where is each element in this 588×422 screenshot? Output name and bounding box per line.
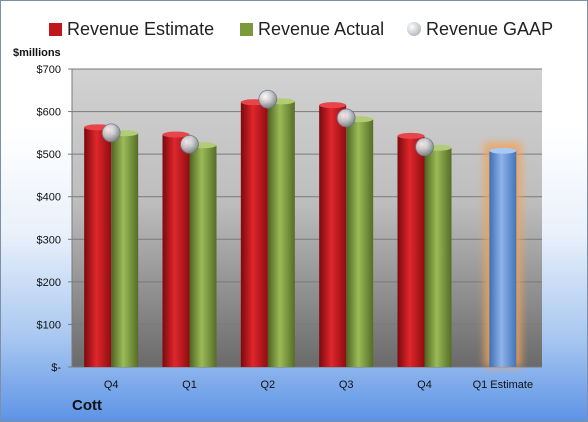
legend-label-actual: Revenue Actual <box>258 18 385 39</box>
plot-area <box>72 69 542 367</box>
y-tick-label: $400 <box>37 192 61 204</box>
bar-revenue-estimate <box>397 135 425 367</box>
bars <box>84 89 522 368</box>
legend: Revenue Estimate Revenue Actual Revenue … <box>49 16 569 42</box>
bar-cap-revenue-estimate <box>397 132 425 139</box>
marker-revenue-gaap <box>258 89 278 109</box>
marker-revenue-gaap <box>101 123 121 143</box>
legend-item-gaap: Revenue GAAP <box>407 16 553 42</box>
y-tick-label: $600 <box>37 107 61 119</box>
legend-swatch-estimate <box>49 22 62 36</box>
y-tick-label: $700 <box>37 64 61 76</box>
legend-swatch-gaap <box>407 22 421 36</box>
legend-item-estimate: Revenue Estimate <box>49 16 214 42</box>
x-tick-label: Q3 <box>339 379 354 391</box>
bar-cap-revenue-estimate <box>162 131 190 138</box>
y-tick-label: $300 <box>37 234 61 246</box>
x-tick-label: Q4 <box>104 379 119 391</box>
x-tick-label: Q2 <box>260 379 275 391</box>
bar-cap-revenue-estimate <box>319 102 347 109</box>
legend-swatch-actual <box>240 22 253 36</box>
bar-revenue-actual <box>346 119 374 367</box>
y-tick-label: $200 <box>37 277 61 289</box>
bar-revenue-actual <box>189 145 217 367</box>
gridlines <box>72 68 542 368</box>
y-tick-label: $500 <box>37 149 61 161</box>
y-tick-label: $- <box>51 362 61 374</box>
x-tick-label: Q4 <box>417 379 432 391</box>
company-label: Cott <box>72 397 102 414</box>
bar-revenue-estimate <box>162 134 190 367</box>
legend-label-gaap: Revenue GAAP <box>426 18 554 39</box>
axes: $- $100 $200 $300 $400 $500 $600 $700 Q4 Q1 Q2 Q3 Q4… <box>37 64 534 391</box>
bar-revenue-estimate <box>319 105 347 367</box>
bar-cap-q1-estimate <box>489 147 517 154</box>
marker-revenue-gaap <box>180 134 199 154</box>
y-axis-title: $millions <box>13 47 61 59</box>
bar-revenue-estimate <box>240 102 268 367</box>
bar-revenue-actual <box>267 101 295 368</box>
bar-revenue-estimate <box>84 127 112 367</box>
x-tick-label: Q1 <box>182 379 197 391</box>
bar-revenue-actual <box>424 147 452 367</box>
legend-label-estimate: Revenue Estimate <box>67 18 215 39</box>
marker-revenue-gaap <box>415 137 434 157</box>
x-tick-label: Q1 Estimate <box>473 379 534 391</box>
legend-item-actual: Revenue Actual <box>240 16 384 42</box>
bar-revenue-actual <box>111 133 139 367</box>
bar-q1-estimate <box>489 150 517 367</box>
marker-revenue-gaap <box>336 108 356 128</box>
y-tick-label: $100 <box>37 319 61 331</box>
